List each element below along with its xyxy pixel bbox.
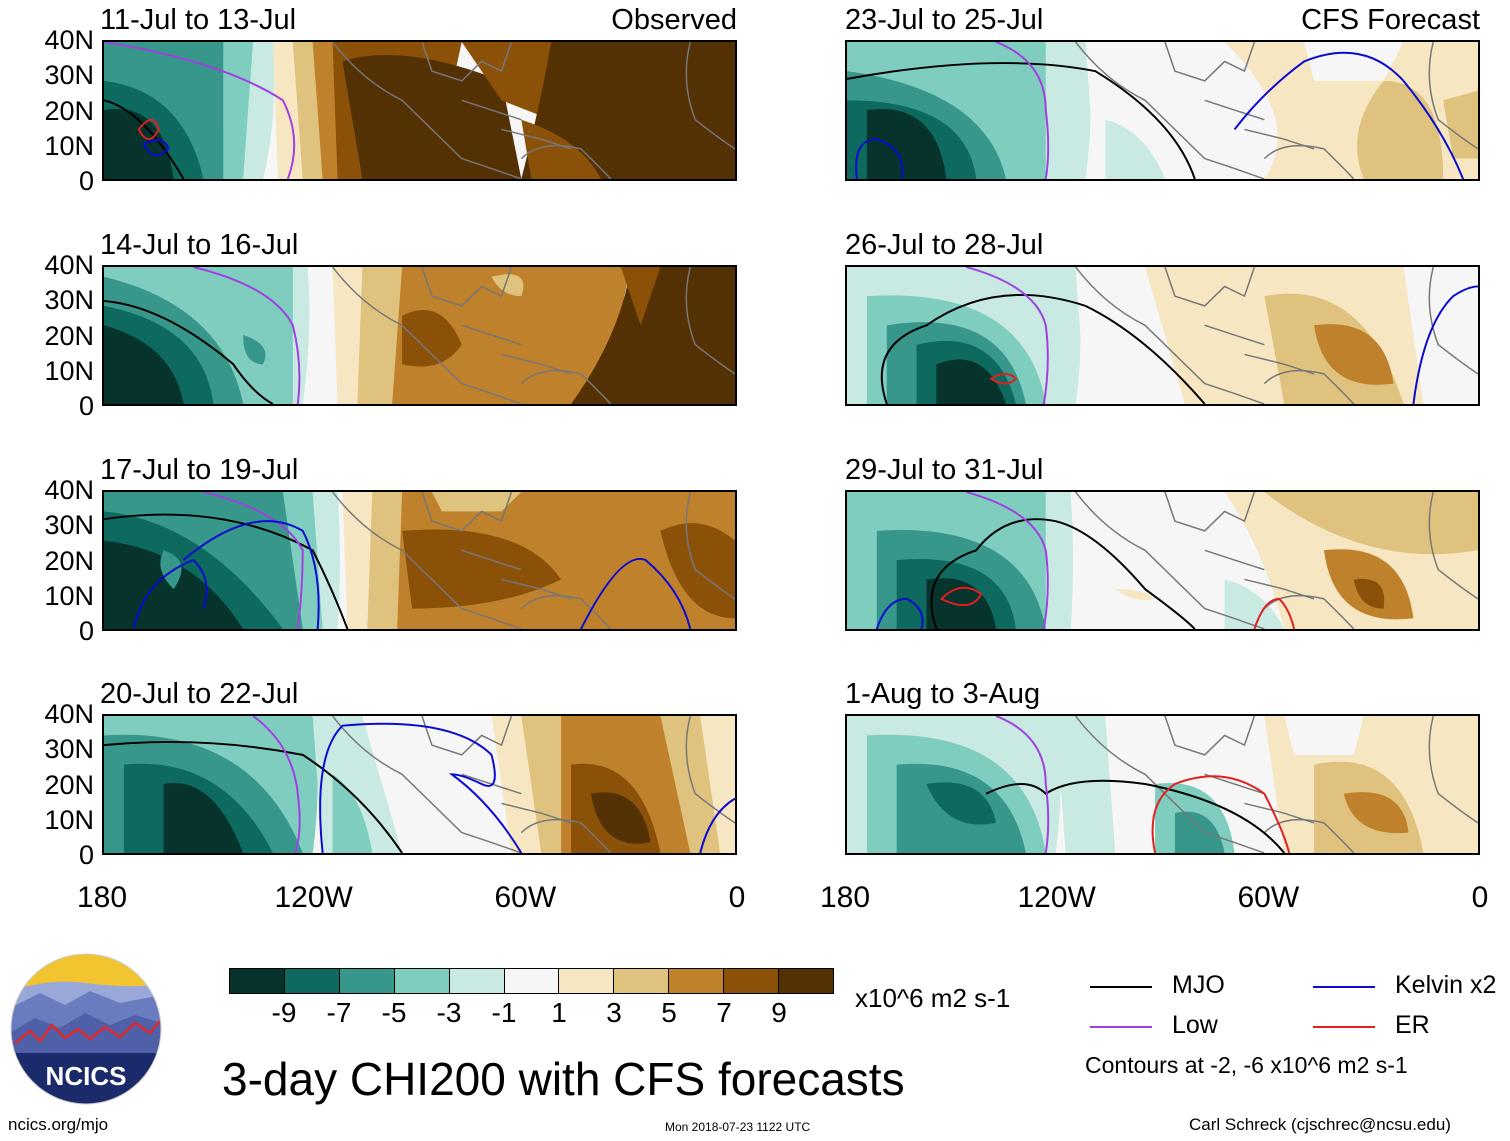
lat-label: 40N <box>44 699 94 729</box>
lat-label: 30N <box>44 285 94 316</box>
lat-label: 0 <box>78 166 94 196</box>
lat-label: 20N <box>44 320 94 351</box>
panel-title: 14-Jul to 16-Jul <box>100 229 299 261</box>
legend-text: ER <box>1395 1011 1430 1039</box>
legend-text: Low <box>1172 1011 1218 1039</box>
lat-label: 20N <box>44 545 94 576</box>
lat-label: 30N <box>44 510 94 541</box>
lat-label: 10N <box>44 355 94 386</box>
colorbar-swatch <box>449 969 505 993</box>
logo-text: NCICS <box>46 1061 127 1091</box>
lat-label: 10N <box>44 130 94 161</box>
legend-line <box>1313 1026 1375 1028</box>
lat-label: 0 <box>78 616 94 646</box>
colorbar-swatch <box>339 969 395 993</box>
chi200-map <box>102 714 737 855</box>
contour-note: Contours at -2, -6 x10^6 m2 s-1 <box>1085 1052 1408 1078</box>
colorbar-tick-label: -1 <box>491 997 517 1028</box>
footer-url: ncics.org/mjo <box>8 1115 109 1134</box>
footer-timestamp: Mon 2018-07-23 1122 UTC <box>665 1120 811 1134</box>
lat-label: 40N <box>44 250 94 280</box>
lat-label: 20N <box>44 769 94 800</box>
lon-label: 60W <box>494 881 557 914</box>
colorbar-swatch <box>669 969 725 993</box>
lon-label: 120W <box>1017 881 1096 914</box>
legend-line <box>1313 986 1375 988</box>
colorbar-swatch <box>559 969 615 993</box>
colorbar-tick-label: 1 <box>551 997 567 1028</box>
colorbar-swatch <box>284 969 340 993</box>
colorbar-tick-label: 3 <box>606 997 622 1028</box>
lon-label: 60W <box>1237 881 1300 914</box>
panel-title: 17-Jul to 19-Jul <box>100 454 299 486</box>
panel-title: 29-Jul to 31-Jul <box>845 454 1044 486</box>
panel-title: 11-Jul to 13-Jul <box>100 4 297 36</box>
lon-label: 120W <box>274 881 353 914</box>
lat-label: 10N <box>44 580 94 611</box>
colorbar-swatch <box>504 969 560 993</box>
chi200-map <box>845 714 1480 855</box>
legend-line <box>1090 986 1152 988</box>
lat-label: 10N <box>44 804 94 835</box>
legend-text: MJO <box>1172 971 1225 999</box>
legend-text: Kelvin x2 <box>1395 971 1497 999</box>
colorbar-swatch <box>394 969 450 993</box>
lon-label: 180 <box>76 881 128 914</box>
colorbar-swatch <box>779 969 833 993</box>
colorbar-tick-label: -9 <box>271 997 297 1028</box>
colorbar-units: x10^6 m2 s-1 <box>855 983 1011 1013</box>
lat-label: 40N <box>44 475 94 505</box>
chi200-map <box>845 265 1480 406</box>
colorbar-tick-label: 7 <box>716 997 732 1028</box>
colorbar-tick-label: 5 <box>661 997 677 1028</box>
colorbar <box>229 968 834 994</box>
panel-label: CFS Forecast <box>1301 4 1480 36</box>
chi200-map <box>845 40 1480 181</box>
chi200-map <box>845 490 1480 631</box>
lat-label: 20N <box>44 95 94 126</box>
colorbar-tick-label: -3 <box>436 997 462 1028</box>
lon-label: 0 <box>728 881 746 914</box>
lat-label: 0 <box>78 391 94 421</box>
chi200-map <box>102 40 737 181</box>
lon-label: 0 <box>1471 881 1489 914</box>
lat-label: 40N <box>44 25 94 55</box>
panel-title: 20-Jul to 22-Jul <box>100 678 299 710</box>
figure-title: 3-day CHI200 with CFS forecasts <box>222 1053 905 1105</box>
lat-label: 0 <box>78 840 94 870</box>
panel-title: 26-Jul to 28-Jul <box>845 229 1044 261</box>
lon-label: 180 <box>819 881 871 914</box>
colorbar-tick-label: -7 <box>326 997 352 1028</box>
footer-author: Carl Schreck (cjschrec@ncsu.edu) <box>1189 1115 1451 1134</box>
panel-title: 23-Jul to 25-Jul <box>845 4 1044 36</box>
colorbar-tick-label: 9 <box>771 997 787 1028</box>
legend-line <box>1090 1026 1152 1028</box>
chi200-map <box>102 490 737 631</box>
ncics-logo: NCICS <box>10 953 162 1105</box>
lat-label: 30N <box>44 60 94 91</box>
colorbar-swatch <box>724 969 780 993</box>
colorbar-tick-label: -5 <box>381 997 407 1028</box>
lat-label: 30N <box>44 734 94 765</box>
colorbar-swatch <box>614 969 670 993</box>
chi200-map <box>102 265 737 406</box>
colorbar-swatch <box>230 969 285 993</box>
panel-label: Observed <box>611 4 737 36</box>
panel-title: 1-Aug to 3-Aug <box>845 678 1041 710</box>
